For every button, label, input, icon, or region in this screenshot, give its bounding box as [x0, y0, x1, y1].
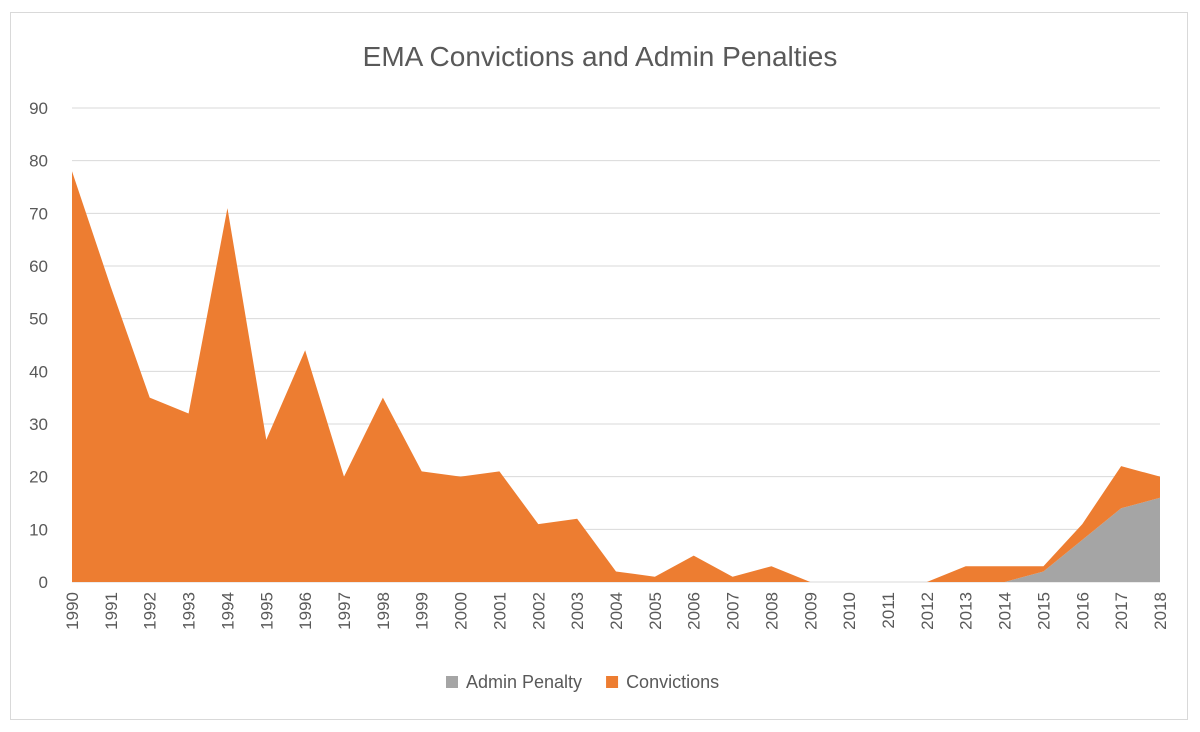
- x-tick-label: 1994: [218, 592, 237, 630]
- y-tick-label: 50: [29, 310, 48, 329]
- x-tick-label: 2003: [568, 592, 587, 630]
- x-tick-label: 2006: [685, 592, 704, 630]
- legend-item: Convictions: [606, 672, 719, 692]
- y-tick-label: 90: [29, 99, 48, 118]
- x-tick-label: 1992: [141, 592, 160, 630]
- y-tick-label: 30: [29, 415, 48, 434]
- legend-swatch: [606, 676, 619, 688]
- x-axis-ticks: 1990 1991 1992 1993 1994 1995 1996 1997 1998 1999…: [63, 592, 1170, 630]
- x-tick-label: 2004: [607, 592, 626, 630]
- y-tick-label: 80: [29, 152, 48, 171]
- y-tick-label: 40: [29, 362, 48, 381]
- x-tick-label: 1998: [374, 592, 393, 630]
- x-tick-label: 2012: [918, 592, 937, 630]
- x-tick-label: 2009: [801, 592, 820, 630]
- x-tick-label: 2008: [762, 592, 781, 630]
- legend-swatch: [446, 676, 458, 688]
- series-area-admin-penalty: [72, 497, 1160, 582]
- area-series: [72, 171, 1160, 582]
- x-tick-label: 2011: [879, 592, 898, 629]
- y-tick-label: 0: [39, 573, 48, 592]
- x-tick-label: 2015: [1034, 592, 1053, 630]
- x-tick-label: 2001: [490, 592, 509, 630]
- y-tick-label: 60: [29, 257, 48, 276]
- x-tick-label: 2000: [452, 592, 471, 630]
- x-tick-label: 1996: [296, 592, 315, 630]
- y-tick-label: 70: [29, 204, 48, 223]
- series-area-convictions: [72, 171, 1160, 582]
- y-axis-ticks: 0 10 20 30 40 50 60 70 80 90: [29, 99, 48, 592]
- legend-label: Admin Penalty: [466, 672, 582, 692]
- x-tick-label: 2010: [840, 592, 859, 630]
- legend: Admin Penalty Convictions: [446, 672, 719, 692]
- chart-title: EMA Convictions and Admin Penalties: [363, 41, 838, 72]
- x-tick-label: 1997: [335, 592, 354, 630]
- x-tick-label: 2007: [724, 592, 743, 630]
- x-tick-label: 2002: [529, 592, 548, 630]
- x-tick-label: 2013: [957, 592, 976, 630]
- y-tick-label: 10: [29, 520, 48, 539]
- x-tick-label: 1993: [180, 592, 199, 630]
- x-tick-label: 1999: [413, 592, 432, 630]
- x-tick-label: 1990: [63, 592, 82, 630]
- x-tick-label: 1995: [257, 592, 276, 630]
- x-tick-label: 2014: [996, 592, 1015, 630]
- x-tick-label: 2018: [1151, 592, 1170, 630]
- x-tick-label: 2017: [1112, 592, 1131, 630]
- legend-label: Convictions: [626, 672, 719, 692]
- x-tick-label: 2016: [1073, 592, 1092, 630]
- y-tick-label: 20: [29, 468, 48, 487]
- x-tick-label: 1991: [102, 592, 121, 630]
- x-tick-label: 2005: [646, 592, 665, 630]
- legend-item: Admin Penalty: [446, 672, 582, 692]
